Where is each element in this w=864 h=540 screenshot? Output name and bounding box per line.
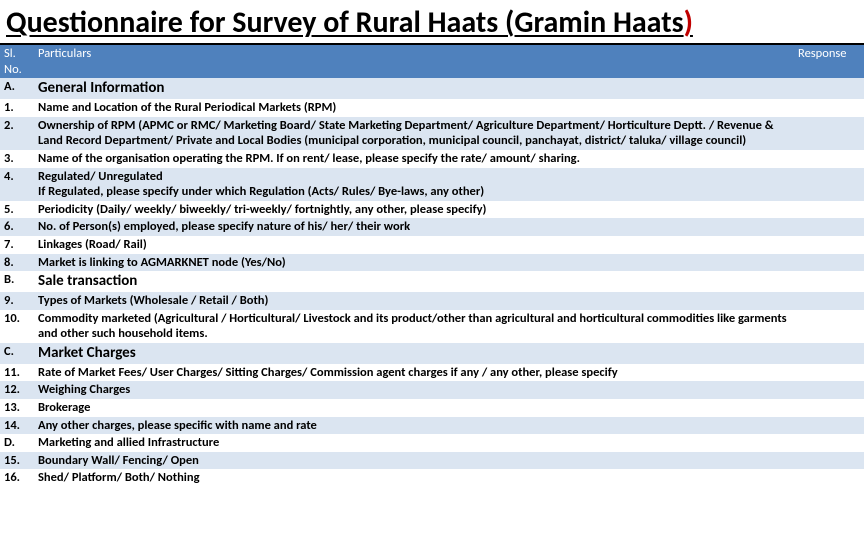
cell-particulars: Linkages (Road/ Rail) (34, 236, 794, 254)
table-header-row: Sl. No.ParticularsResponse (0, 45, 864, 78)
cell-slno: 3. (0, 150, 34, 168)
cell-response (794, 236, 864, 254)
table-row: 3.Name of the organisation operating the… (0, 150, 864, 168)
header-particulars: Particulars (34, 45, 794, 78)
cell-response (794, 201, 864, 219)
table-row: 8.Market is linking to AGMARKNET node (Y… (0, 254, 864, 272)
cell-particulars: Weighing Charges (34, 381, 794, 399)
cell-response (794, 399, 864, 417)
table-row: 11.Rate of Market Fees/ User Charges/ Si… (0, 364, 864, 382)
table-row: 4.Regulated/ UnregulatedIf Regulated, pl… (0, 168, 864, 201)
cell-particulars: Market Charges (34, 343, 794, 364)
cell-response (794, 452, 864, 470)
cell-particulars: Name of the organisation operating the R… (34, 150, 794, 168)
table-row: 15.Boundary Wall/ Fencing/ Open (0, 452, 864, 470)
table-row: 2.Ownership of RPM (APMC or RMC/ Marketi… (0, 117, 864, 150)
cell-slno: 7. (0, 236, 34, 254)
cell-particulars: Sale transaction (34, 271, 794, 292)
cell-slno: 5. (0, 201, 34, 219)
table-row: 13.Brokerage (0, 399, 864, 417)
header-slno: Sl. No. (0, 45, 34, 78)
cell-response (794, 218, 864, 236)
cell-slno: 11. (0, 364, 34, 382)
cell-particulars: Commodity marketed (Agricultural / Horti… (34, 310, 794, 343)
table-row: 7.Linkages (Road/ Rail) (0, 236, 864, 254)
cell-response (794, 271, 864, 292)
title-paren: ) (684, 4, 693, 41)
table-row: 16.Shed/ Platform/ Both/ Nothing (0, 469, 864, 487)
cell-response (794, 343, 864, 364)
cell-particulars: Any other charges, please specific with … (34, 417, 794, 435)
cell-response (794, 99, 864, 117)
table-row: 14.Any other charges, please specific wi… (0, 417, 864, 435)
cell-response (794, 310, 864, 343)
cell-slno: 1. (0, 99, 34, 117)
cell-response (794, 364, 864, 382)
table-row: B.Sale transaction (0, 271, 864, 292)
cell-particulars: Brokerage (34, 399, 794, 417)
table-row: 12.Weighing Charges (0, 381, 864, 399)
cell-slno: 15. (0, 452, 34, 470)
questionnaire-table: Sl. No.ParticularsResponseA.General Info… (0, 45, 864, 487)
cell-particulars: No. of Person(s) employed, please specif… (34, 218, 794, 236)
cell-response (794, 168, 864, 201)
table-row: A.General Information (0, 78, 864, 99)
cell-particulars: Regulated/ UnregulatedIf Regulated, plea… (34, 168, 794, 201)
table-row: D.Marketing and allied Infrastructure (0, 434, 864, 452)
cell-response (794, 292, 864, 310)
cell-response (794, 469, 864, 487)
cell-slno: 10. (0, 310, 34, 343)
cell-slno: C. (0, 343, 34, 364)
table-row: 1.Name and Location of the Rural Periodi… (0, 99, 864, 117)
cell-slno: D. (0, 434, 34, 452)
table-row: 9.Types of Markets (Wholesale / Retail /… (0, 292, 864, 310)
cell-response (794, 117, 864, 150)
cell-particulars: Rate of Market Fees/ User Charges/ Sitti… (34, 364, 794, 382)
cell-slno: 6. (0, 218, 34, 236)
header-response: Response (794, 45, 864, 78)
cell-slno: 16. (0, 469, 34, 487)
cell-slno: 13. (0, 399, 34, 417)
cell-slno: 8. (0, 254, 34, 272)
cell-particulars: Market is linking to AGMARKNET node (Yes… (34, 254, 794, 272)
cell-particulars: Shed/ Platform/ Both/ Nothing (34, 469, 794, 487)
page-title: Questionnaire for Survey of Rural Haats … (0, 0, 864, 45)
cell-slno: 14. (0, 417, 34, 435)
cell-particulars: Boundary Wall/ Fencing/ Open (34, 452, 794, 470)
cell-particulars: Ownership of RPM (APMC or RMC/ Marketing… (34, 117, 794, 150)
cell-slno: 9. (0, 292, 34, 310)
cell-response (794, 150, 864, 168)
cell-particulars: Marketing and allied Infrastructure (34, 434, 794, 452)
cell-response (794, 254, 864, 272)
table-row: 5.Periodicity (Daily/ weekly/ biweekly/ … (0, 201, 864, 219)
cell-slno: 12. (0, 381, 34, 399)
cell-response (794, 381, 864, 399)
cell-particulars: Name and Location of the Rural Periodica… (34, 99, 794, 117)
cell-particulars: Types of Markets (Wholesale / Retail / B… (34, 292, 794, 310)
cell-response (794, 434, 864, 452)
cell-particulars: General Information (34, 78, 794, 99)
table-row: C.Market Charges (0, 343, 864, 364)
table-row: 6.No. of Person(s) employed, please spec… (0, 218, 864, 236)
cell-particulars: Periodicity (Daily/ weekly/ biweekly/ tr… (34, 201, 794, 219)
cell-slno: A. (0, 78, 34, 99)
title-main: Questionnaire for Survey of Rural Haats … (6, 4, 684, 41)
table-row: 10.Commodity marketed (Agricultural / Ho… (0, 310, 864, 343)
cell-slno: B. (0, 271, 34, 292)
cell-slno: 4. (0, 168, 34, 201)
cell-slno: 2. (0, 117, 34, 150)
cell-response (794, 78, 864, 99)
cell-response (794, 417, 864, 435)
